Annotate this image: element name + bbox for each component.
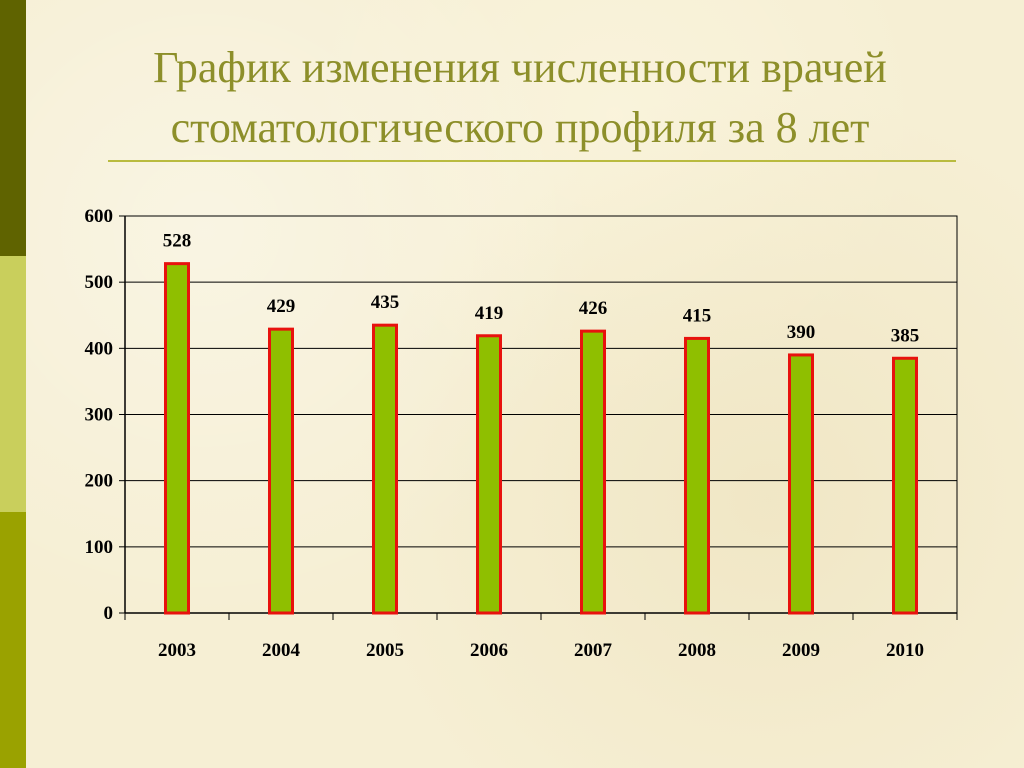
x-tick-label-2004: 2004	[262, 640, 301, 661]
bar-2006	[476, 334, 502, 615]
x-tick-label-2005: 2005	[366, 640, 404, 661]
y-tick-label: 300	[85, 405, 114, 426]
y-tick-label: 400	[85, 338, 114, 359]
data-label-2005: 435	[371, 292, 400, 313]
bar-2008	[684, 336, 710, 615]
x-tick-label-2007: 2007	[574, 640, 613, 661]
bar-2007	[580, 329, 606, 615]
bar-2010	[892, 356, 918, 615]
data-label-2007: 426	[579, 298, 608, 319]
y-tick-label: 100	[85, 537, 114, 558]
x-tick-label-2010: 2010	[886, 640, 924, 661]
data-label-2004: 429	[267, 296, 296, 317]
bar-2004	[268, 327, 294, 615]
slide-title-line2: стоматологического профиля за 8 лет	[170, 103, 870, 152]
side-bar-top	[0, 0, 26, 256]
data-label-2003: 528	[163, 231, 192, 252]
data-label-2008: 415	[683, 305, 712, 326]
bar-2009	[788, 353, 814, 615]
y-tick-label: 500	[85, 272, 114, 293]
x-tick-label-2006: 2006	[470, 640, 508, 661]
title-underline	[108, 160, 956, 162]
y-tick-label: 200	[85, 471, 114, 492]
data-label-2009: 390	[787, 322, 816, 343]
bar-2005	[372, 323, 398, 615]
data-label-2006: 419	[475, 303, 504, 324]
side-bar-middle	[0, 256, 26, 512]
x-tick-label-2003: 2003	[158, 640, 196, 661]
side-bar-bottom	[0, 512, 26, 768]
slide-title-line1: График изменения численности врачей	[153, 43, 887, 92]
y-tick-label: 600	[85, 206, 114, 227]
x-tick-label-2008: 2008	[678, 640, 716, 661]
data-label-2010: 385	[891, 325, 920, 346]
slide-title: График изменения численности врачей стом…	[60, 38, 980, 158]
bar-2003	[164, 262, 190, 615]
x-tick-label-2009: 2009	[782, 640, 820, 661]
y-tick-label: 0	[104, 603, 114, 624]
